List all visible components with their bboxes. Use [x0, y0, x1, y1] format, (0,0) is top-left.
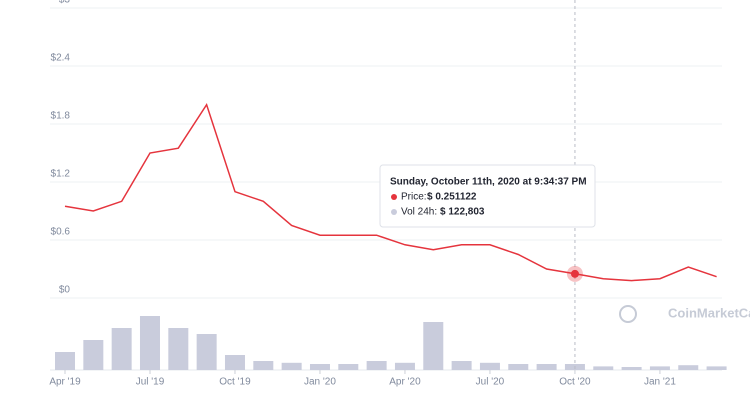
volume-bar [508, 364, 529, 370]
volume-bar [649, 366, 670, 370]
volume-bar [281, 362, 302, 370]
tooltip-price-dot [391, 194, 397, 200]
price-line [64, 102, 717, 282]
x-tick-label: Jan '21 [644, 377, 676, 388]
tooltip: Sunday, October 11th, 2020 at 9:34:37 PM… [379, 164, 596, 228]
volume-bar [168, 328, 189, 370]
watermark-logo [619, 305, 637, 323]
volume-bar [423, 322, 444, 370]
volume-bar [366, 361, 387, 370]
volume-bar [55, 352, 75, 370]
volume-bar [338, 364, 359, 370]
x-tick-label: Apr '19 [49, 377, 81, 388]
tooltip-price-label: Price: [401, 192, 427, 203]
hover-point [570, 269, 579, 278]
volume-bar [111, 328, 132, 370]
tooltip-volume: $ 122,803 [440, 207, 485, 218]
y-tick-label: $3 [59, 0, 71, 6]
volume-bar [678, 365, 699, 370]
x-tick-label: Apr '20 [389, 377, 421, 388]
volume-bar [83, 340, 104, 370]
x-tick-label: Jul '20 [476, 377, 505, 388]
volume-bar [706, 366, 727, 370]
y-tick-label: $0 [59, 285, 71, 296]
volume-bar [253, 361, 274, 370]
tooltip-volume-label: Vol 24h: [401, 207, 437, 218]
volume-bar [224, 355, 245, 370]
volume-bar [309, 364, 330, 370]
y-tick-label: $0.6 [51, 227, 71, 238]
tooltip-volume-dot [391, 209, 397, 215]
volume-bar [621, 367, 642, 370]
watermark: CoinMarketCap [668, 305, 750, 320]
volume-bar [139, 316, 160, 370]
tooltip-title: Sunday, October 11th, 2020 at 9:34:37 PM [390, 177, 587, 188]
x-tick-label: Jul '19 [136, 377, 165, 388]
volume-bar [479, 362, 500, 370]
y-tick-label: $2.4 [51, 53, 71, 64]
volume-bar [451, 361, 472, 370]
volume-bar [394, 362, 415, 370]
x-tick-label: Jan '20 [304, 377, 336, 388]
y-tick-label: $1.2 [51, 169, 71, 180]
tooltip-price: $ 0.251122 [427, 192, 477, 203]
volume-bar [196, 334, 217, 370]
volume-bar [593, 366, 614, 370]
y-tick-label: $1.8 [51, 111, 71, 122]
x-tick-label: Oct '19 [219, 377, 251, 388]
tooltip-box [379, 164, 596, 228]
volume-bar [536, 364, 557, 370]
x-tick-label: Oct '20 [559, 377, 591, 388]
